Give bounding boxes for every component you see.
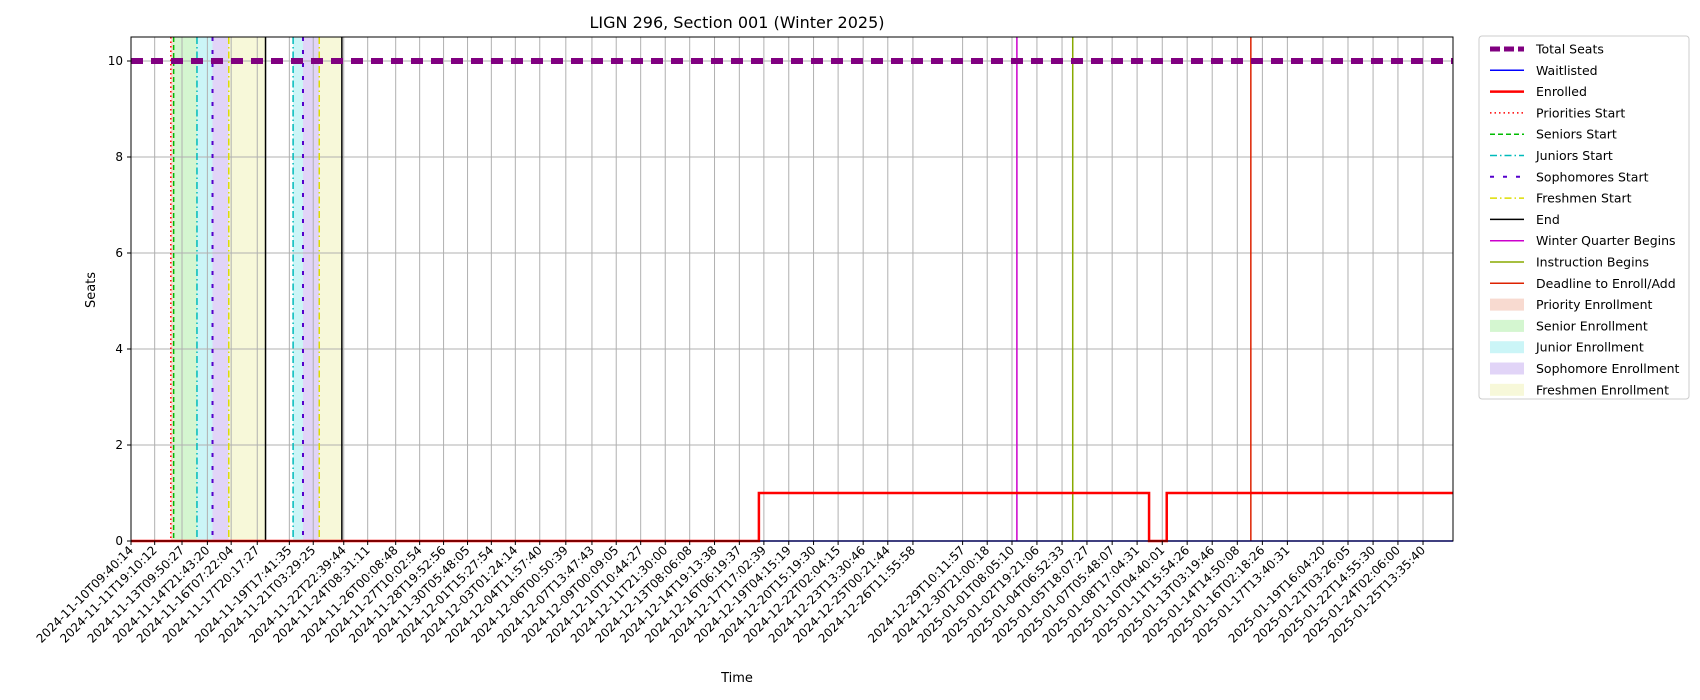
span-senior-enrollment <box>173 37 197 541</box>
legend: Total Seats Waitlisted Enrolled Priorities … <box>1478 35 1690 400</box>
chart-title: LIGN 296, Section 001 (Winter 2025) <box>590 13 885 32</box>
legend-label: Juniors Start <box>1535 148 1613 163</box>
legend-item-freshmen-enrollment: Freshmen Enrollment <box>1490 382 1669 397</box>
span-junior-enrollment <box>196 37 213 541</box>
legend-label: Junior Enrollment <box>1535 340 1644 355</box>
legend-label: Priority Enrollment <box>1536 297 1653 312</box>
legend-item-instruction-begins: Instruction Begins <box>1490 255 1649 270</box>
legend-item-enrolled: Enrolled <box>1490 84 1587 99</box>
legend-swatch <box>1490 383 1524 396</box>
legend-item-seniors-start: Seniors Start <box>1490 127 1617 142</box>
span-sophomore-enrollment <box>212 37 229 541</box>
legend-label: Sophomore Enrollment <box>1536 361 1680 376</box>
span-junior-enrollment <box>293 37 303 541</box>
legend-item-sophomore-enrollment: Sophomore Enrollment <box>1490 361 1680 376</box>
legend-swatch <box>1490 298 1524 311</box>
legend-item-freshmen-start: Freshmen Start <box>1490 191 1632 206</box>
legend-label: Deadline to Enroll/Add <box>1536 276 1676 291</box>
plot-frame <box>130 36 1454 542</box>
legend-label: Seniors Start <box>1536 127 1617 142</box>
legend-frame <box>1478 35 1690 400</box>
legend-label: Total Seats <box>1535 42 1604 57</box>
span-freshmen-enrollment <box>228 37 266 541</box>
legend-label: Priorities Start <box>1536 105 1625 120</box>
y-axis-ticks: 0 2 4 6 8 10 <box>108 54 131 548</box>
y-tick-label: 4 <box>115 342 123 356</box>
legend-item-priority-enrollment: Priority Enrollment <box>1490 297 1653 312</box>
legend-item-waitlisted: Waitlisted <box>1490 63 1598 78</box>
legend-label: Senior Enrollment <box>1536 318 1648 333</box>
legend-item-total-seats: Total Seats <box>1490 42 1604 57</box>
span-priority-enrollment <box>170 37 174 541</box>
enrollment-spans <box>170 37 342 541</box>
legend-item-end: End <box>1490 212 1560 227</box>
event-lines <box>170 37 1252 541</box>
legend-item-junior-enrollment: Junior Enrollment <box>1490 340 1644 355</box>
legend-item-senior-enrollment: Senior Enrollment <box>1490 318 1648 333</box>
legend-swatch <box>1490 341 1524 354</box>
span-freshmen-enrollment <box>319 37 342 541</box>
y-tick-label: 0 <box>115 534 123 548</box>
legend-swatch <box>1490 362 1524 375</box>
legend-item-priorities-start: Priorities Start <box>1490 105 1625 120</box>
y-tick-label: 6 <box>115 246 123 260</box>
legend-label: Waitlisted <box>1536 63 1598 78</box>
legend-label: Freshmen Start <box>1536 191 1632 206</box>
legend-swatch <box>1490 319 1524 332</box>
y-axis-label: Seats <box>84 272 99 308</box>
y-tick-label: 10 <box>108 54 123 68</box>
x-axis-label: Time <box>720 671 753 686</box>
legend-item-juniors-start: Juniors Start <box>1490 148 1613 163</box>
legend-label: Freshmen Enrollment <box>1536 382 1669 397</box>
legend-label: End <box>1536 212 1560 227</box>
legend-item-deadline-to-enroll-add: Deadline to Enroll/Add <box>1490 276 1676 291</box>
legend-label: Instruction Begins <box>1536 255 1649 270</box>
legend-item-winter-quarter-begins: Winter Quarter Begins <box>1490 233 1676 248</box>
legend-label: Sophomores Start <box>1536 169 1649 184</box>
span-sophomore-enrollment <box>302 37 320 541</box>
legend-label: Winter Quarter Begins <box>1536 233 1676 248</box>
y-tick-label: 2 <box>115 438 123 452</box>
series-enrolled <box>131 491 1453 543</box>
legend-item-sophomores-start: Sophomores Start <box>1490 169 1649 184</box>
x-axis-ticks: 2024-11-10T09:40:142024-11-11T19:10:1220… <box>34 541 1428 646</box>
legend-label: Enrolled <box>1536 84 1587 99</box>
y-tick-label: 8 <box>115 150 123 164</box>
